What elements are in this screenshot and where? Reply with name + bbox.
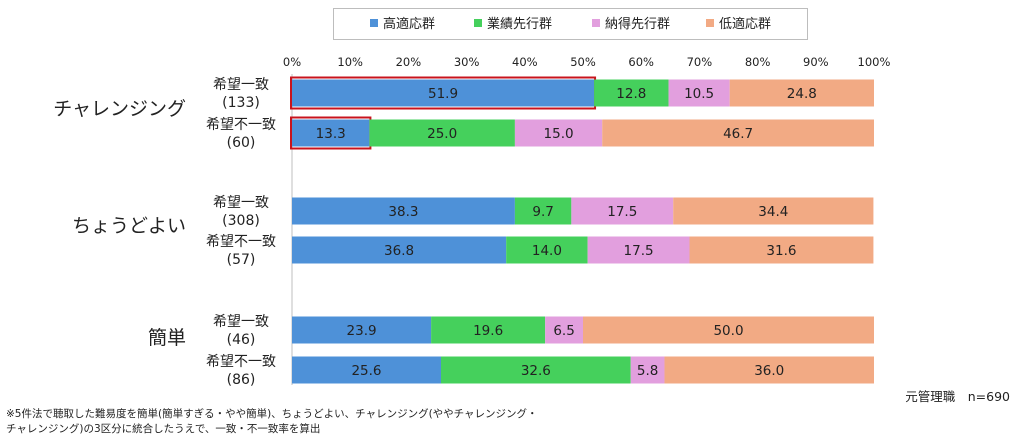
- bar-segment: [440, 356, 631, 384]
- bar-segment: [369, 119, 515, 147]
- bar-value-label: 36.8: [384, 243, 414, 259]
- bar-value-label: 23.9: [347, 323, 377, 339]
- bar-segment: [729, 79, 874, 107]
- bar-value-label: 17.5: [624, 243, 654, 259]
- bar-segment: [587, 236, 690, 264]
- bar-value-label: 38.3: [388, 204, 418, 220]
- bar-value-label: 19.6: [473, 323, 503, 339]
- legend-swatch-satisfaction-first: [592, 19, 600, 27]
- legend-item-low-adaptation: 低適応群: [706, 16, 771, 34]
- bar-value-label: 14.0: [532, 243, 562, 259]
- bar-segment: [630, 356, 665, 384]
- legend-swatch-high-adaptation: [370, 19, 378, 27]
- bar-segment: [583, 316, 874, 344]
- x-tick-label: 0%: [283, 55, 301, 69]
- row-sample-size: (60): [227, 135, 256, 151]
- bar-segment: [292, 197, 515, 225]
- group-label: ちょうどよい: [72, 215, 186, 237]
- x-tick-label: 60%: [628, 55, 654, 69]
- x-tick-label: 100%: [858, 55, 891, 69]
- bar-segment: [292, 119, 370, 147]
- row-label: 希望不一致: [206, 354, 276, 370]
- bar-value-label: 51.9: [428, 86, 458, 102]
- legend-swatch-performance-first: [474, 19, 482, 27]
- bar-segment: [514, 119, 603, 147]
- legend-item-satisfaction-first: 納得先行群: [592, 16, 670, 34]
- bar-value-label: 25.6: [351, 363, 381, 379]
- bar-segment: [292, 79, 595, 107]
- row-label: 希望一致: [213, 195, 269, 211]
- bar-segment: [506, 236, 588, 264]
- group-label: チャレンジング: [53, 98, 186, 120]
- bar-segment: [545, 316, 583, 344]
- legend-item-high-adaptation: 高適応群: [370, 16, 435, 34]
- bar-value-label: 36.0: [754, 363, 784, 379]
- bar-segment: [689, 236, 874, 264]
- sample-size-label: 元管理職 n=690: [905, 389, 1010, 404]
- row-label: 希望不一致: [206, 234, 276, 250]
- bar-value-label: 24.8: [787, 86, 817, 102]
- bar-segment: [292, 236, 507, 264]
- group-label: 簡単: [148, 327, 186, 349]
- x-tick-label: 80%: [745, 55, 771, 69]
- x-tick-label: 90%: [803, 55, 829, 69]
- bar-segment: [571, 197, 674, 225]
- bar-segment: [594, 79, 669, 107]
- row-sample-size: (86): [227, 372, 256, 388]
- row-sample-size: (308): [222, 213, 260, 229]
- bar-value-label: 32.6: [521, 363, 551, 379]
- row-sample-size: (46): [227, 332, 256, 348]
- legend-swatch-low-adaptation: [706, 19, 714, 27]
- x-tick-label: 70%: [687, 55, 713, 69]
- x-tick-label: 30%: [454, 55, 480, 69]
- bar-value-label: 31.6: [766, 243, 796, 259]
- bar-value-label: 10.5: [684, 86, 714, 102]
- bar-segment: [602, 119, 874, 147]
- row-sample-size: (57): [227, 252, 256, 268]
- legend: 高適応群 業績先行群 納得先行群 低適応群: [333, 8, 808, 40]
- bar-segment: [292, 316, 432, 344]
- bar-value-label: 46.7: [723, 126, 753, 142]
- x-tick-label: 50%: [570, 55, 596, 69]
- bar-segment: [664, 356, 874, 384]
- bar-segment: [431, 316, 546, 344]
- bar-value-label: 25.0: [427, 126, 457, 142]
- bar-segment: [514, 197, 572, 225]
- bar-value-label: 9.7: [532, 204, 553, 220]
- row-label: 希望一致: [213, 314, 269, 330]
- row-sample-size: (133): [222, 95, 260, 111]
- bar-value-label: 34.4: [758, 204, 788, 220]
- bar-value-label: 15.0: [544, 126, 574, 142]
- x-tick-label: 40%: [512, 55, 538, 69]
- bar-segment: [292, 356, 441, 384]
- footnote-line-2: チャレンジング)の3区分に統合したうえで、一致・不一致率を算出: [6, 423, 321, 435]
- bar-segment: [668, 79, 730, 107]
- x-tick-label: 20%: [396, 55, 422, 69]
- row-label: 希望不一致: [206, 117, 276, 133]
- bar-value-label: 6.5: [553, 323, 574, 339]
- legend-item-performance-first: 業績先行群: [474, 16, 552, 34]
- row-label: 希望一致: [213, 77, 269, 93]
- bar-value-label: 12.8: [616, 86, 646, 102]
- footnote-line-1: ※5件法で聴取した難易度を簡単(簡単すぎる・やや簡単)、ちょうどよい、チャレンジ…: [6, 408, 538, 420]
- bar-value-label: 50.0: [713, 323, 743, 339]
- x-tick-label: 10%: [337, 55, 363, 69]
- bar-value-label: 17.5: [607, 204, 637, 220]
- bar-value-label: 5.8: [637, 363, 658, 379]
- bar-value-label: 13.3: [316, 126, 346, 142]
- bar-segment: [673, 197, 874, 225]
